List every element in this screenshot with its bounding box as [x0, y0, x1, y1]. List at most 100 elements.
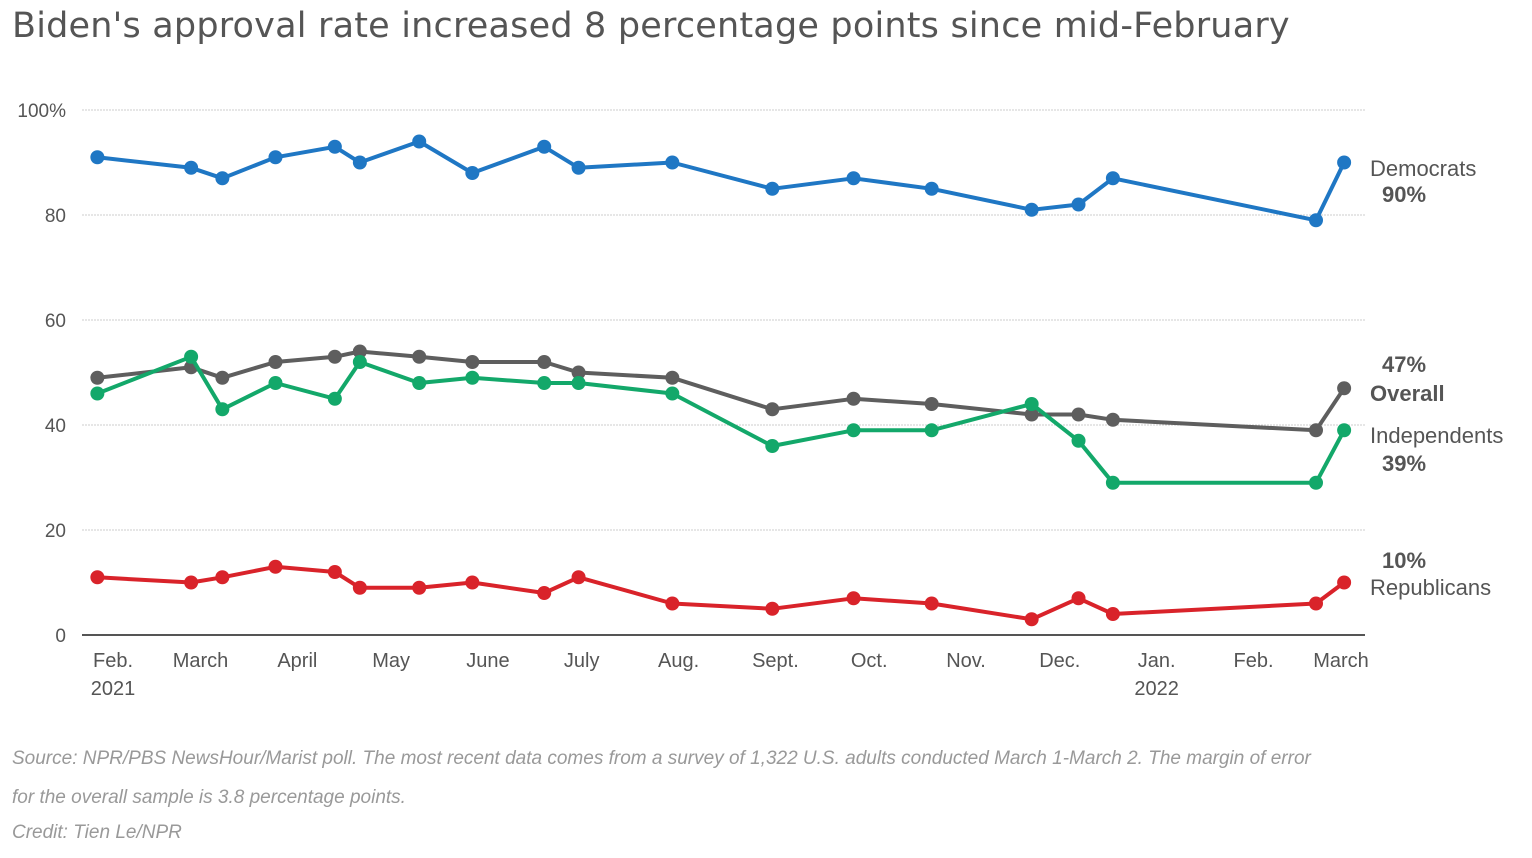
democrats-point [184, 160, 199, 175]
overall-point [90, 370, 105, 385]
credit-note: Credit: Tien Le/NPR [12, 822, 182, 843]
series-democrats [90, 134, 1352, 228]
republicans-point [465, 575, 480, 590]
x-tick-label: July [564, 650, 600, 672]
y-tick-label: 40 [45, 416, 66, 437]
overall-point [268, 355, 283, 369]
source-note-continued: for the overall sample is 3.8 percentage… [12, 787, 406, 808]
series-independents [90, 349, 1352, 490]
democrats-point [465, 166, 480, 180]
republicans-point [571, 570, 586, 585]
x-tick-label: May [372, 650, 410, 672]
x-tick-label: Nov. [946, 650, 986, 672]
overall-point [665, 370, 680, 385]
independents-value: 39% [1382, 451, 1426, 476]
democrats-point [412, 134, 427, 149]
independents-point [1105, 475, 1120, 490]
x-axis-ticks: Feb. 2021 March April May June July Aug. Sept. Oc… [91, 650, 1369, 700]
independents-label: Independents [1370, 423, 1503, 448]
overall-point [1105, 412, 1120, 427]
overall-label: Overall [1370, 381, 1445, 406]
republicans-value: 10% [1382, 548, 1426, 573]
x-tick-label: Oct. [851, 650, 888, 672]
independents-point [665, 386, 680, 401]
democrats-point [268, 150, 283, 165]
source-note: Source: NPR/PBS NewsHour/Marist poll. Th… [12, 748, 1311, 769]
republicans-point [537, 586, 552, 600]
democrats-point [90, 150, 105, 165]
x-tick-year-label: 2021 [91, 678, 136, 700]
overall-point [846, 391, 861, 406]
independents-point [412, 376, 427, 390]
independents-point [465, 370, 480, 385]
gridlines [82, 109, 1365, 636]
republicans-point [215, 570, 230, 585]
democrats-point [537, 139, 552, 154]
democrats-point [1024, 202, 1039, 217]
independents-point [765, 439, 780, 453]
independents-point [268, 376, 283, 390]
republicans-point [1105, 607, 1120, 621]
republicans-point [184, 575, 199, 590]
democrats-label: Democrats [1370, 156, 1476, 181]
democrats-point [765, 181, 780, 196]
overall-point [1309, 423, 1324, 438]
series-republicans [90, 559, 1352, 627]
overall-point [537, 355, 552, 369]
democrats-point [1337, 155, 1352, 170]
y-tick-label: 0 [55, 626, 66, 647]
republicans-point [268, 559, 283, 574]
republicans-point [924, 596, 939, 611]
overall-point [215, 370, 230, 385]
independents-point [1309, 475, 1324, 490]
democrats-point [1105, 171, 1120, 186]
democrats-point [1309, 213, 1324, 228]
republicans-line [97, 564, 1346, 622]
democrats-point [215, 171, 230, 186]
overall-point [1337, 381, 1352, 396]
overall-point [924, 397, 939, 411]
overall-point [352, 344, 367, 359]
overall-point [1071, 407, 1086, 422]
x-tick-label: March [173, 650, 229, 672]
independents-point [184, 349, 199, 364]
democrats-value: 90% [1382, 182, 1426, 207]
independents-point [1337, 423, 1352, 438]
x-tick-label: Jan. [1138, 650, 1176, 672]
overall-point [327, 349, 342, 364]
independents-point [571, 376, 586, 390]
y-tick-label: 100% [17, 101, 66, 122]
republicans-point [665, 596, 680, 611]
y-tick-label: 60 [45, 311, 66, 332]
democrats-point [1071, 197, 1086, 212]
democrats-point [352, 155, 367, 170]
independents-point [327, 391, 342, 406]
republicans-point [1071, 591, 1086, 606]
independents-point [846, 423, 861, 438]
y-tick-label: 80 [45, 206, 66, 227]
x-tick-label: Sept. [752, 650, 799, 672]
republicans-point [1024, 612, 1039, 627]
line-chart: 0 20 40 60 80 100% Feb. 2021 March April May June J… [17, 101, 1503, 700]
independents-line [96, 354, 1346, 485]
x-tick-label: Aug. [658, 650, 699, 672]
x-tick-year-label: 2022 [1134, 678, 1179, 700]
chart-title: Biden's approval rate increased 8 percen… [12, 6, 1290, 46]
republicans-point [1309, 596, 1324, 611]
republicans-point [1337, 575, 1352, 590]
x-tick-label: June [466, 650, 509, 672]
overall-point [465, 355, 480, 369]
democrats-point [327, 139, 342, 154]
independents-point [1024, 397, 1039, 411]
x-tick-label: Dec. [1039, 650, 1080, 672]
x-tick-label: April [277, 650, 317, 672]
republicans-point [327, 565, 342, 579]
democrats-point [665, 155, 680, 170]
x-tick-label: Feb. [93, 650, 133, 672]
y-tick-label: 20 [45, 521, 66, 542]
x-tick-label: March [1313, 650, 1369, 672]
democrats-point [571, 160, 586, 175]
overall-value: 47% [1382, 352, 1426, 377]
republicans-point [846, 591, 861, 606]
